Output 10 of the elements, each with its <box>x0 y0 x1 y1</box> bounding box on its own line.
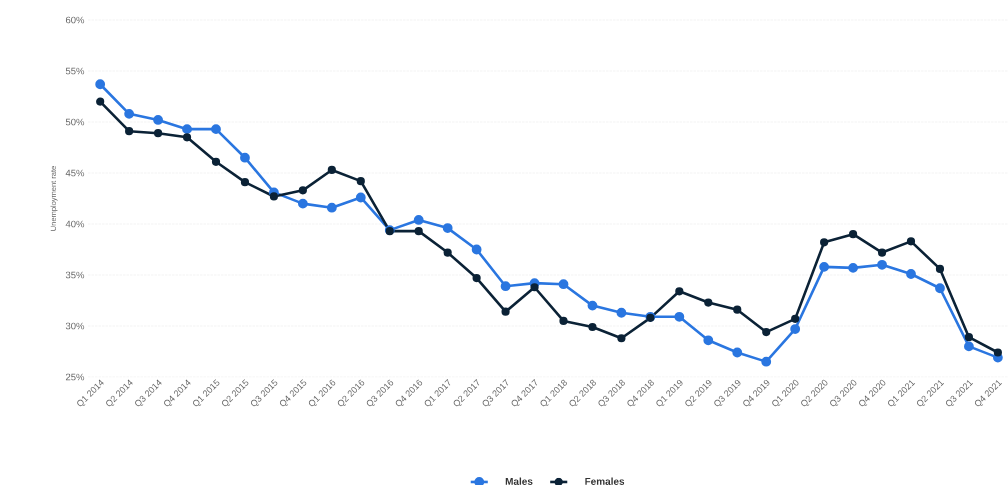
y-tick-label: 60% <box>65 16 85 24</box>
y-tick-label: 50% <box>65 118 85 126</box>
y-tick-label: 25% <box>65 373 85 381</box>
y-tick-label: 40% <box>65 220 85 228</box>
legend-label: Females <box>585 477 625 485</box>
y-tick-label: 30% <box>65 322 85 330</box>
y-tick-label: 35% <box>65 271 85 279</box>
y-tick-label: 45% <box>65 169 85 177</box>
legend-label: Males <box>505 477 533 485</box>
y-tick-label: 55% <box>65 67 85 75</box>
